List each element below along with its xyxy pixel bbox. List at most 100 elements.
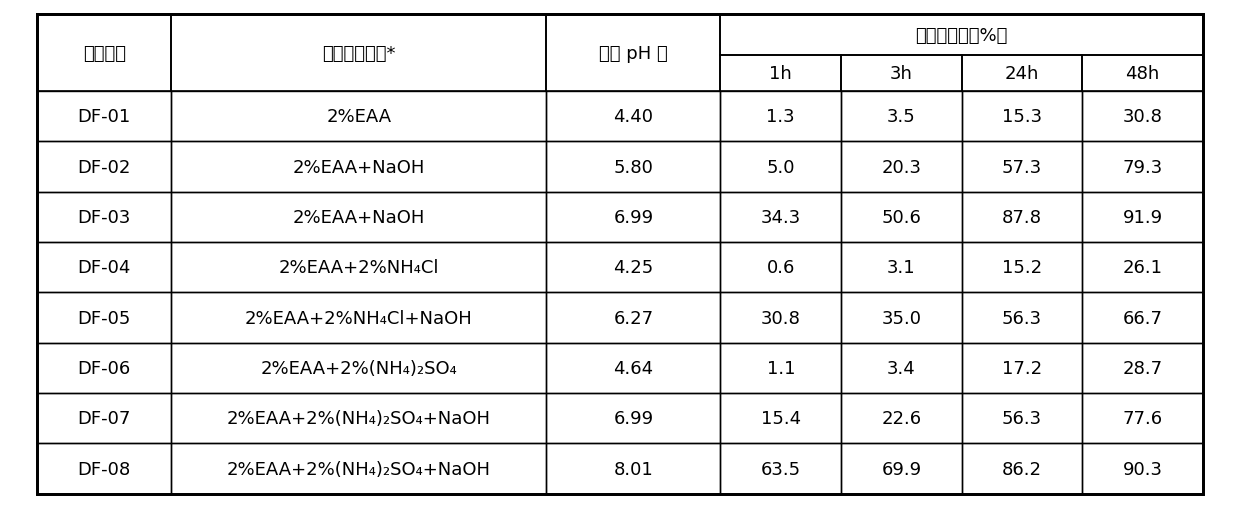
Bar [720, 192, 841, 243]
Text: 63.5: 63.5 [760, 460, 801, 477]
Text: 66.7: 66.7 [1122, 309, 1163, 327]
Bar [720, 92, 841, 142]
Text: DF-04: DF-04 [78, 259, 131, 276]
Bar [37, 393, 171, 443]
Text: 1.1: 1.1 [766, 359, 795, 377]
Bar [1083, 142, 1203, 192]
Bar [1083, 192, 1203, 243]
Text: 0.6: 0.6 [766, 259, 795, 276]
Text: DF-02: DF-02 [78, 158, 131, 176]
Bar [547, 142, 720, 192]
Text: 17.2: 17.2 [1002, 359, 1042, 377]
Text: 5.80: 5.80 [614, 158, 653, 176]
Text: 35.0: 35.0 [882, 309, 921, 327]
Bar [841, 142, 962, 192]
Text: DF-06: DF-06 [78, 359, 130, 377]
Text: 3.4: 3.4 [887, 359, 915, 377]
Text: DF-05: DF-05 [78, 309, 131, 327]
Bar [962, 393, 1083, 443]
Bar [547, 92, 720, 142]
Text: 3.5: 3.5 [887, 108, 915, 126]
Text: 2%EAA+2%NH₄Cl: 2%EAA+2%NH₄Cl [279, 259, 439, 276]
Text: 2%EAA+2%(NH₄)₂SO₄: 2%EAA+2%(NH₄)₂SO₄ [260, 359, 458, 377]
Bar [547, 343, 720, 393]
Text: 50.6: 50.6 [882, 209, 921, 227]
Bar [171, 443, 547, 494]
Text: 4.40: 4.40 [614, 108, 653, 126]
Text: 22.6: 22.6 [882, 409, 921, 428]
Text: 57.3: 57.3 [1002, 158, 1042, 176]
Text: 28.7: 28.7 [1122, 359, 1163, 377]
Text: 34.3: 34.3 [760, 209, 801, 227]
Bar [37, 92, 171, 142]
Bar [841, 242, 962, 293]
Text: 原液 pH 值: 原液 pH 值 [599, 45, 668, 63]
Bar [1083, 443, 1203, 494]
Bar [720, 343, 841, 393]
Text: 86.2: 86.2 [1002, 460, 1042, 477]
Bar [37, 443, 171, 494]
Bar [171, 393, 547, 443]
Bar [171, 242, 547, 293]
Bar [1083, 56, 1203, 92]
Bar [720, 56, 841, 92]
Bar [37, 142, 171, 192]
Text: 2%EAA+NaOH: 2%EAA+NaOH [293, 209, 425, 227]
Bar [720, 15, 1203, 56]
Bar [841, 92, 962, 142]
Text: 77.6: 77.6 [1122, 409, 1163, 428]
Text: 90.3: 90.3 [1122, 460, 1163, 477]
Text: 2%EAA+NaOH: 2%EAA+NaOH [293, 158, 425, 176]
Text: 24h: 24h [1004, 65, 1039, 83]
Bar [1083, 343, 1203, 393]
Text: 2%EAA: 2%EAA [326, 108, 392, 126]
Text: 6.27: 6.27 [614, 309, 653, 327]
Text: 15.4: 15.4 [760, 409, 801, 428]
Text: 8.01: 8.01 [614, 460, 653, 477]
Bar [841, 192, 962, 243]
Bar [171, 15, 547, 92]
Text: 配方组合成分*: 配方组合成分* [322, 45, 396, 63]
Text: 6.99: 6.99 [614, 409, 653, 428]
Bar [720, 293, 841, 343]
Text: 79.3: 79.3 [1122, 158, 1163, 176]
Bar [1083, 293, 1203, 343]
Bar [962, 343, 1083, 393]
Bar [547, 192, 720, 243]
Text: 30.8: 30.8 [1122, 108, 1162, 126]
Text: 样品编号: 样品编号 [83, 45, 125, 63]
Bar [547, 293, 720, 343]
Bar [720, 142, 841, 192]
Text: 2%EAA+2%(NH₄)₂SO₄+NaOH: 2%EAA+2%(NH₄)₂SO₄+NaOH [227, 460, 491, 477]
Bar [37, 293, 171, 343]
Bar [962, 443, 1083, 494]
Bar [547, 443, 720, 494]
Bar [171, 142, 547, 192]
Text: 30.8: 30.8 [761, 309, 801, 327]
Text: 甲醛去除率（%）: 甲醛去除率（%） [915, 26, 1008, 45]
Bar [171, 192, 547, 243]
Bar [962, 293, 1083, 343]
Bar [962, 192, 1083, 243]
Text: 91.9: 91.9 [1122, 209, 1163, 227]
Bar [962, 242, 1083, 293]
Bar [37, 242, 171, 293]
Bar [547, 15, 720, 92]
Bar [962, 92, 1083, 142]
Text: 56.3: 56.3 [1002, 409, 1042, 428]
Bar [841, 393, 962, 443]
Text: 2%EAA+2%(NH₄)₂SO₄+NaOH: 2%EAA+2%(NH₄)₂SO₄+NaOH [227, 409, 491, 428]
Text: 1h: 1h [769, 65, 792, 83]
Bar [1083, 92, 1203, 142]
Text: 2%EAA+2%NH₄Cl+NaOH: 2%EAA+2%NH₄Cl+NaOH [244, 309, 472, 327]
Text: 69.9: 69.9 [882, 460, 921, 477]
Bar [37, 192, 171, 243]
Bar [37, 343, 171, 393]
Text: 87.8: 87.8 [1002, 209, 1042, 227]
Text: DF-03: DF-03 [78, 209, 131, 227]
Bar [841, 293, 962, 343]
Text: 20.3: 20.3 [882, 158, 921, 176]
Text: 48h: 48h [1126, 65, 1159, 83]
Bar [720, 393, 841, 443]
Text: 15.2: 15.2 [1002, 259, 1042, 276]
